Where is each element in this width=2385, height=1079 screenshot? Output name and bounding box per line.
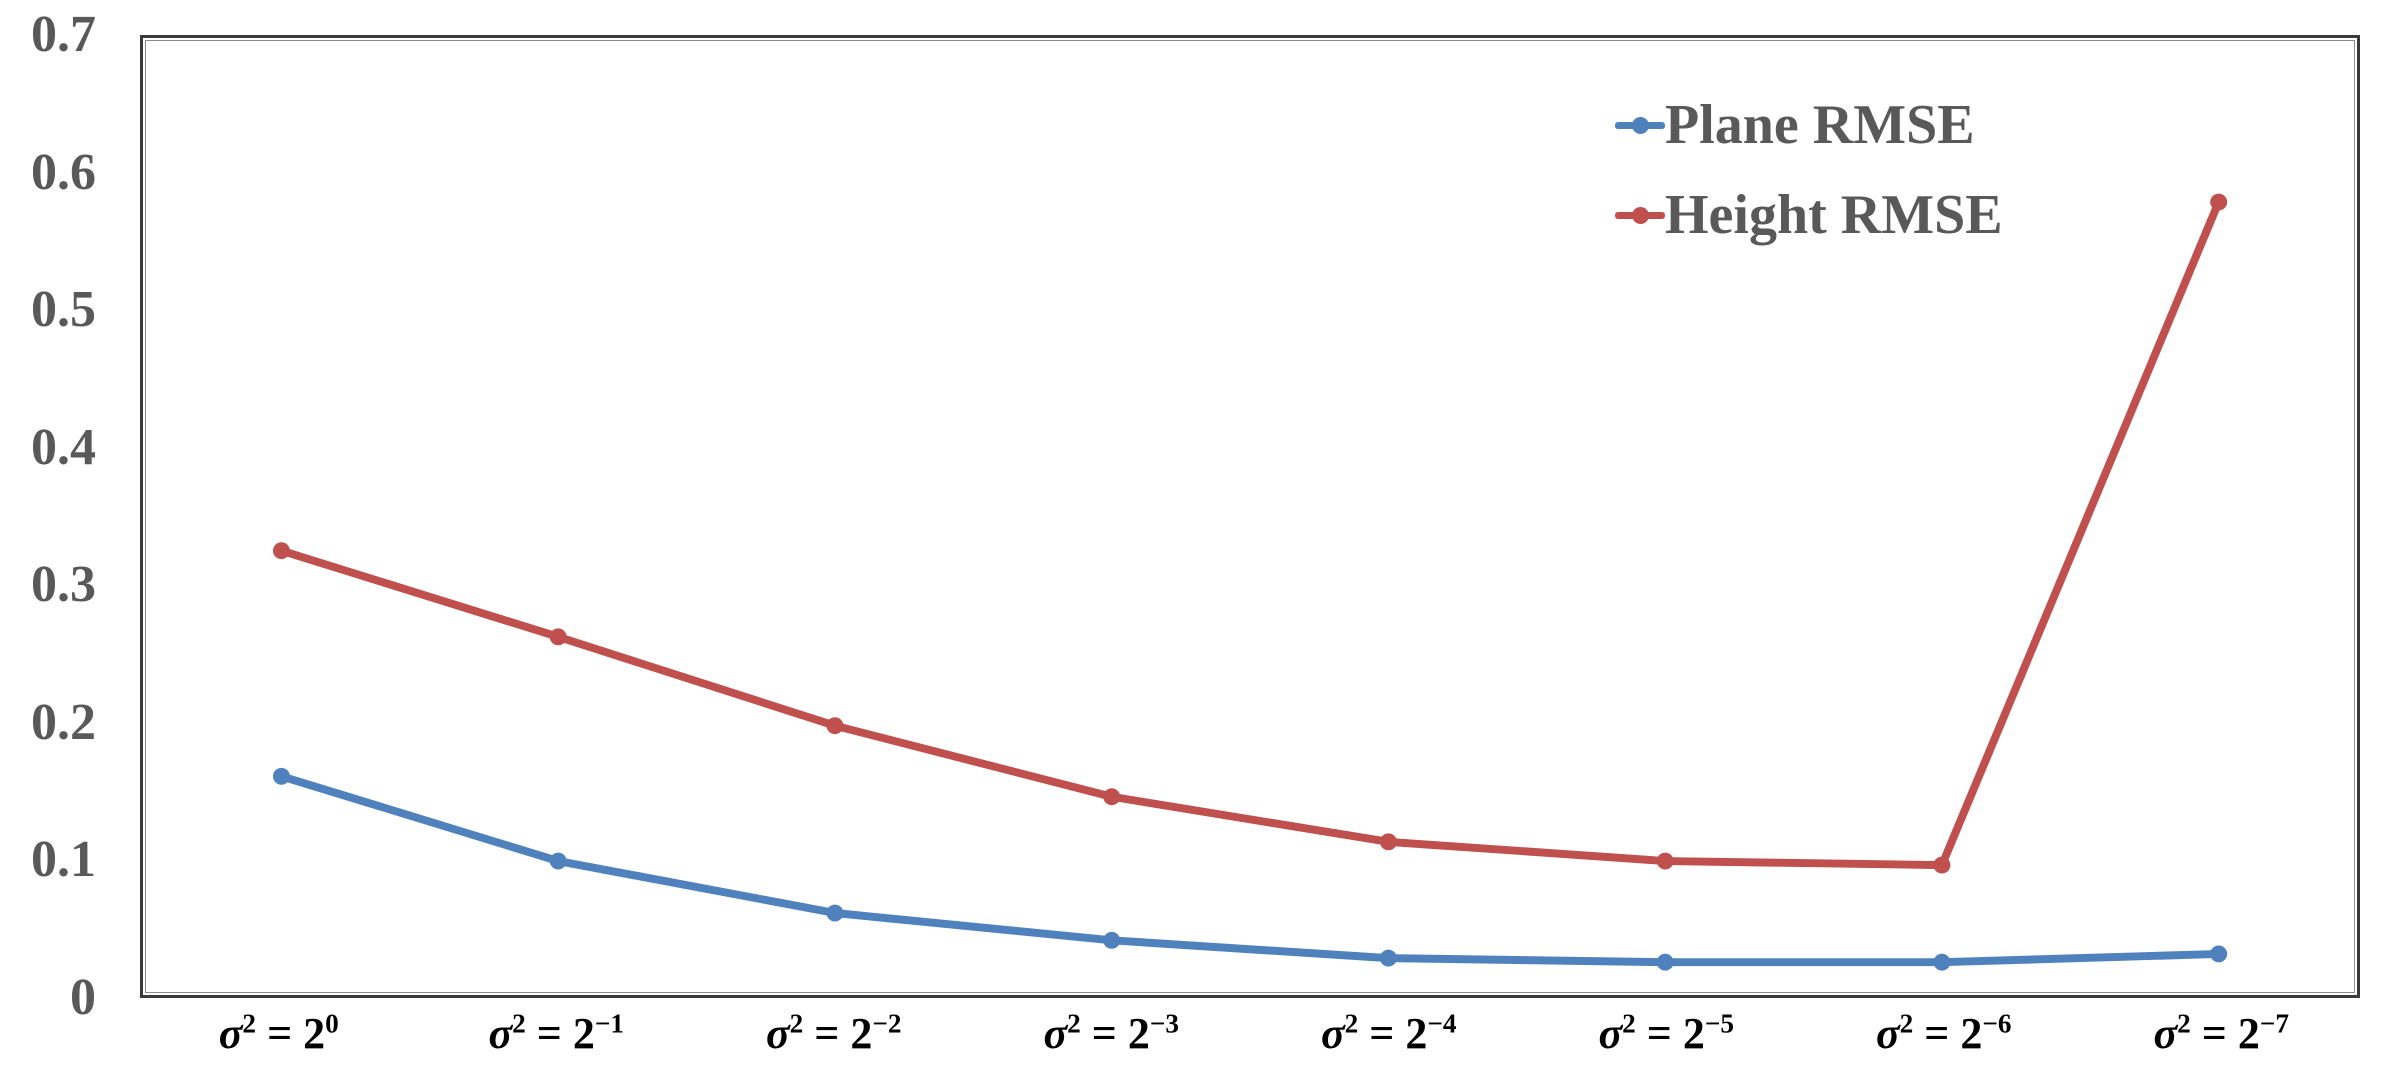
x-tick-label: σ2 = 2−4 <box>1320 1008 1457 1058</box>
data-point-marker <box>1933 856 1951 874</box>
x-tick-label: σ2 = 2−1 <box>488 1008 625 1058</box>
y-tick-label: 0.4 <box>31 418 96 476</box>
y-tick-label: 0.6 <box>31 143 96 201</box>
data-point-marker <box>826 904 844 922</box>
data-point-marker <box>826 717 844 735</box>
legend-line-marker-icon <box>1615 115 1665 135</box>
series-line <box>277 772 2223 967</box>
legend-item: Plane RMSE <box>1615 80 2003 170</box>
data-point-marker <box>1933 953 1951 971</box>
data-point-marker <box>1379 833 1397 851</box>
y-tick-label: 0.2 <box>31 693 96 751</box>
y-tick-label: 0.7 <box>31 6 96 63</box>
series-line <box>277 198 2223 870</box>
x-tick-label: σ2 = 2−7 <box>2153 1008 2290 1058</box>
y-tick-label: 0.3 <box>31 556 96 614</box>
legend-label: Height RMSE <box>1665 184 2003 246</box>
data-point-marker <box>1379 949 1397 967</box>
x-tick-label: σ2 = 2−3 <box>1043 1008 1180 1058</box>
data-point-marker <box>1103 931 1121 949</box>
legend: Plane RMSE Height RMSE <box>1615 80 2003 260</box>
data-point-marker <box>1103 788 1121 806</box>
series-plot <box>272 193 2228 971</box>
data-point-marker <box>2210 945 2228 963</box>
legend-label: Plane RMSE <box>1665 94 1975 156</box>
data-point-marker <box>1656 852 1674 870</box>
data-point-marker <box>272 767 290 785</box>
x-tick-label: σ2 = 2−5 <box>1598 1008 1735 1058</box>
data-point-marker <box>272 542 290 560</box>
data-point-marker <box>2210 193 2228 211</box>
legend-item: Height RMSE <box>1615 170 2003 260</box>
legend-line-marker-icon <box>1615 205 1665 225</box>
y-tick-label: 0.1 <box>31 831 96 889</box>
x-tick-label: σ2 = 2−2 <box>765 1008 902 1058</box>
data-point-marker <box>549 628 567 646</box>
x-tick-label: σ2 = 20 <box>218 1008 339 1058</box>
plot-area: Plane RMSE Height RMSE <box>140 35 2360 998</box>
data-point-marker <box>549 852 567 870</box>
x-tick-label: σ2 = 2−6 <box>1875 1008 2012 1058</box>
y-tick-label: 0 <box>70 969 96 1026</box>
y-tick-label: 0.5 <box>31 281 96 339</box>
data-point-marker <box>1656 953 1674 971</box>
